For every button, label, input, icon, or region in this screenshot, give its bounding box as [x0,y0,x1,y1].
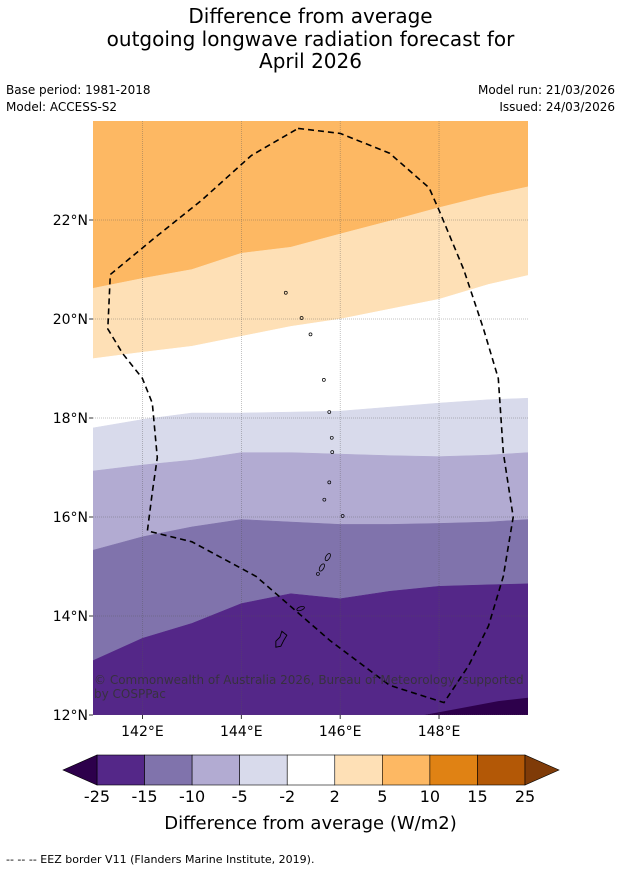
colorbar-over-arrow [524,754,560,786]
model-name: Model: ACCESS-S2 [6,100,118,114]
island-aguijan [316,572,320,576]
island-farallon-de-pajaros [283,290,288,295]
lon-tick-label: 144°E [220,724,263,740]
colorbar-swatch [477,754,526,786]
lat-tick-label: 16°N [53,510,88,526]
island-rota [296,605,305,612]
colorbar-level-label: -15 [131,787,158,806]
title-line-2: outgoing longwave radiation forecast for [106,26,515,51]
island-agrihan [321,378,326,382]
island-farallon-de-medinilla [340,514,345,518]
colorbar-level-label: 10 [419,787,441,806]
lat-tick-label: 22°N [53,213,88,229]
issued-date: Issued: 24/03/2026 [499,100,615,114]
map-fill-layer [93,121,528,715]
map-axis-ticks: 142°E 144°E 146°E 148°E 12°N 14°N 16°N 18°N 20°N… [53,213,461,740]
meta-left: Base period: 1981-2018 Model: ACCESS-S2 [6,83,151,117]
lon-tick-label: 148°E [418,724,461,740]
colorbar-swatch [96,754,145,786]
title-line-3: April 2026 [259,49,362,73]
lat-tick-label: 18°N [53,411,88,427]
copyright-notice: © Commonwealth of Australia 2026, Bureau… [94,673,524,701]
base-period: Base period: 1981-2018 [6,83,151,97]
colorbar-swatch [239,754,288,786]
colorbar-under-arrow [62,754,98,786]
colorbar-level-label: -10 [179,787,206,806]
colorbar-swatch [382,754,431,786]
island-sarigan [327,480,332,485]
band-minus-15-to-minus-25 [93,583,528,715]
colorbar-swatch [334,754,383,786]
model-run: Model run: 21/03/2026 [477,83,615,97]
lat-tick-label: 12°N [53,708,88,724]
lat-tick-label: 20°N [53,312,88,328]
lon-tick-label: 142°E [121,724,164,740]
colorbar-level-label: 15 [467,787,488,806]
chart-title: Difference from average outgoing longwav… [0,5,621,73]
colorbar-level-label: 25 [514,787,536,806]
island-alamagan [329,435,334,440]
band-below-minus-25 [424,697,528,715]
eez-footnote: -- -- -- EEZ border V11 (Flanders Marine… [6,853,315,866]
island-saipan [324,553,331,562]
lat-tick-label: 14°N [53,609,88,625]
island-tinian [318,563,325,572]
colorbar-swatch [191,754,240,786]
colorbar-level-label: -2 [279,787,296,806]
map-gridlines [93,121,528,715]
meta-right: Model run: 21/03/2026 Issued: 24/03/2026 [478,83,615,117]
colorbar-level-label: 5 [377,787,388,806]
island-anatahan [322,497,327,502]
colorbar-level-label: -5 [231,787,248,806]
island-guguan [330,450,335,455]
colorbar-swatch [429,754,478,786]
colorbar-title: Difference from average (W/m2) [164,813,457,834]
colorbar-swatch [144,754,193,786]
island-asuncion [308,332,313,337]
island-guam [275,630,288,648]
lon-tick-label: 146°E [319,724,362,740]
colorbar [62,754,560,786]
map-islands [275,290,345,648]
eez-border-line [106,127,515,704]
colorbar-swatch [286,754,336,786]
island-maug [299,316,304,320]
colorbar-level-label: -25 [83,787,111,806]
title-line-1: Difference from average [188,4,433,28]
island-pagan [327,410,332,414]
colorbar-level-label: 2 [329,787,340,806]
